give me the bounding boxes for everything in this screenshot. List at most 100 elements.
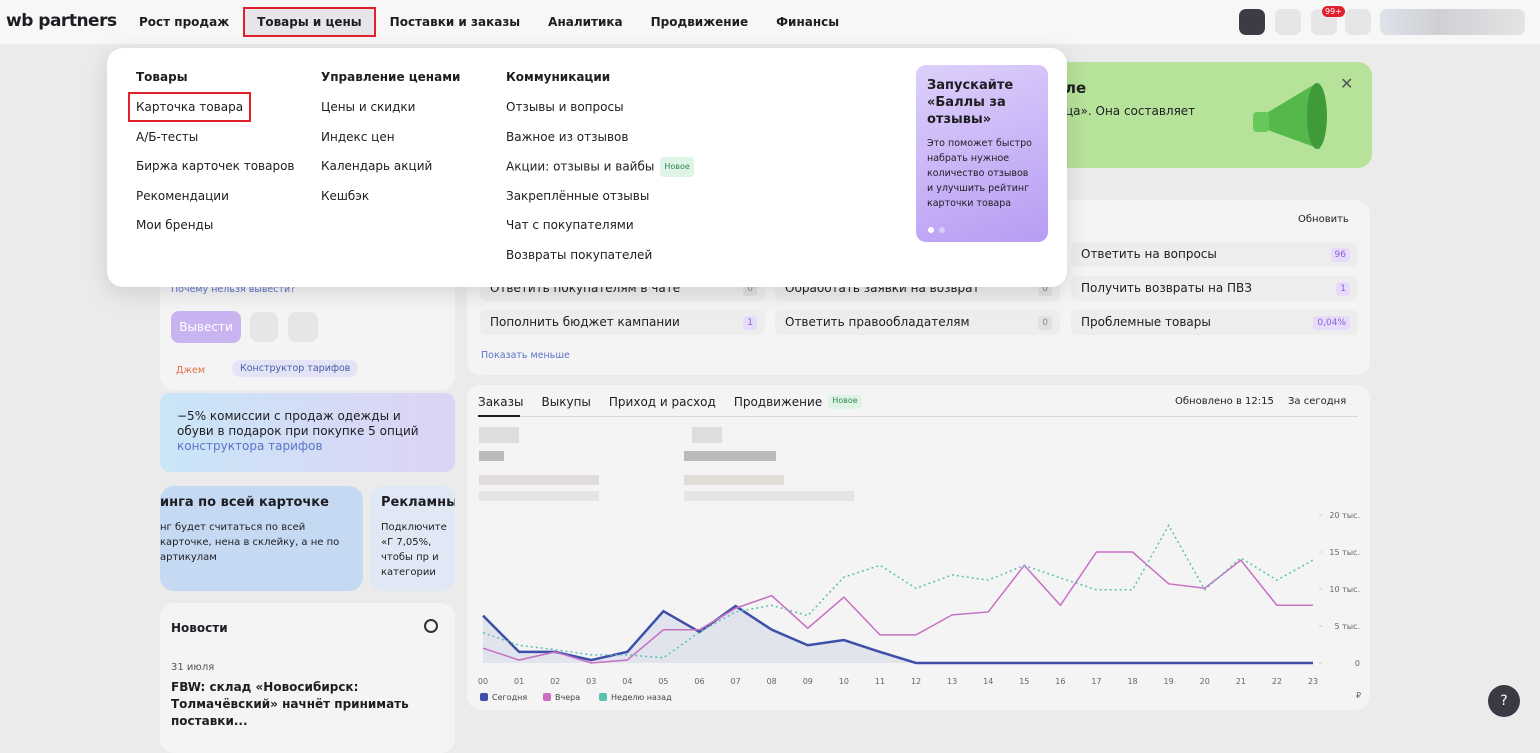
task-row[interactable]: Пополнить бюджет кампании 1 — [480, 310, 765, 335]
task-label: Ответить правообладателям — [785, 315, 970, 329]
carousel-dot[interactable] — [928, 227, 934, 233]
menu-item[interactable]: А/Б-тесты — [136, 129, 199, 144]
y-tick-label: 15 тыс. — [1329, 548, 1360, 557]
promo-card[interactable]: Запускайте «Баллы за отзывы» Это поможет… — [916, 65, 1048, 242]
menu-item[interactable]: Мои бренды — [136, 218, 214, 233]
blurred-stat — [479, 491, 599, 501]
menu-row: Рекомендации — [136, 187, 295, 217]
tab[interactable]: Приход и расход — [608, 395, 716, 409]
settings-icon[interactable] — [424, 619, 438, 633]
news-card: Новости 31 июля FBW: склад «Новосибирск:… — [160, 603, 455, 753]
menu-item[interactable]: Карточка товара — [127, 92, 252, 122]
menu-item[interactable]: Важное из отзывов — [506, 129, 629, 144]
nav-item[interactable]: Финансы — [776, 15, 840, 29]
task-row[interactable]: Проблемные товары 0,04% — [1071, 310, 1358, 335]
x-tick-label: 14 — [983, 677, 993, 686]
promo-link[interactable]: конструктора тарифов — [177, 439, 323, 453]
task-row[interactable]: Ответить правообладателям 0 — [775, 310, 1060, 335]
menu-row: Возвраты покупателей — [506, 246, 694, 276]
notification-badge: 99+ — [1322, 6, 1345, 17]
why-link[interactable]: Почему нельзя вывести? — [171, 284, 296, 295]
new-badge: Новое — [828, 395, 862, 409]
x-tick-label: 04 — [622, 677, 632, 686]
x-tick-label: 13 — [947, 677, 957, 686]
x-tick-label: 11 — [875, 677, 885, 686]
task-count: 0 — [1038, 316, 1052, 330]
series-line — [482, 523, 1314, 659]
history-button[interactable] — [288, 312, 318, 342]
nav-item[interactable]: Поставки и заказы — [389, 15, 521, 29]
x-tick-label: 01 — [514, 677, 524, 686]
x-tick-label: 16 — [1055, 677, 1065, 686]
menu-column: Коммуникации Отзывы и вопросы Важное из от… — [506, 68, 694, 276]
menu-item[interactable]: Возвраты покупателей — [506, 247, 653, 262]
nav-item[interactable]: Товары и цены — [243, 7, 376, 37]
nav-item[interactable]: Рост продаж — [139, 15, 230, 29]
blurred-stat — [479, 427, 519, 443]
x-tick-label: 05 — [658, 677, 668, 686]
x-tick-label: 18 — [1127, 677, 1137, 686]
blurred-stat — [479, 451, 504, 461]
chat-button[interactable] — [1275, 9, 1301, 35]
menu-section-title: Управление ценами — [321, 70, 461, 84]
menu-item[interactable]: Календарь акций — [321, 159, 433, 174]
menu-item[interactable]: Биржа карточек товаров — [136, 159, 295, 174]
card-text: Подключите «Г 7,05%, чтобы пр и категори… — [381, 522, 447, 578]
menu-item[interactable]: Индекс цен — [321, 129, 395, 144]
news-headline[interactable]: FBW: склад «Новосибирск: Толмачёвский» н… — [171, 680, 409, 728]
withdraw-button[interactable]: Вывести — [171, 311, 241, 343]
menu-item[interactable]: Кешбэк — [321, 188, 370, 203]
menu-item[interactable]: Отзывы и вопросы — [506, 100, 624, 114]
close-button[interactable]: ✕ — [1340, 74, 1354, 93]
menu-item[interactable]: Чат с покупателями — [506, 218, 634, 233]
menu-row: Чат с покупателями — [506, 216, 694, 246]
menu-row: Отзывы и вопросы — [506, 98, 694, 128]
tasks-card: Обновить Показать меньше Ответить на воп… — [467, 200, 1370, 375]
banner-title: ле — [1065, 79, 1087, 97]
tab[interactable]: Выкупы — [541, 395, 591, 409]
menu-row: Важное из отзывов — [506, 128, 694, 158]
x-tick-label: 15 — [1019, 677, 1029, 686]
info-card: инга по всей карточке нг будет считаться… — [160, 486, 363, 591]
profile[interactable] — [1380, 9, 1525, 35]
menu-section-title: Коммуникации — [506, 70, 611, 84]
help-button[interactable]: ? — [1488, 685, 1520, 717]
new-badge: Новое — [660, 157, 694, 178]
document-button[interactable] — [250, 312, 278, 342]
carousel-dot[interactable] — [939, 227, 945, 233]
tag-jam[interactable]: Джем — [176, 365, 205, 376]
legend-label: Вчера — [555, 693, 580, 702]
menu-item[interactable]: Закреплённые отзывы — [506, 188, 650, 203]
y-tick-label: 0 — [1355, 659, 1360, 668]
unit-label: ₽ — [1356, 691, 1361, 700]
updated-text: Обновлено в 12:15 — [1175, 396, 1274, 407]
support-button[interactable] — [1345, 9, 1371, 35]
menu-item[interactable]: Акции: отзывы и вайбы — [506, 159, 655, 174]
search-button[interactable] — [1239, 9, 1265, 35]
legend-label: Неделю назад — [611, 693, 672, 702]
show-less-link[interactable]: Показать меньше — [481, 350, 570, 361]
menu-column: Товары Карточка товара А/Б-тесты Биржа карт… — [127, 68, 295, 246]
dropdown-menu: Запускайте «Баллы за отзывы» Это поможет… — [107, 48, 1067, 287]
x-tick-label: 08 — [767, 677, 777, 686]
tab[interactable]: Продвижение — [733, 395, 823, 409]
menu-row: Календарь акций — [321, 157, 460, 187]
blurred-stat — [684, 491, 854, 501]
x-tick-label: 12 — [911, 677, 921, 686]
menu-item[interactable]: Цены и скидки — [321, 100, 416, 114]
menu-item[interactable]: Рекомендации — [136, 188, 229, 203]
task-row[interactable]: Получить возвраты на ПВЗ 1 — [1071, 276, 1358, 301]
tariff-tag[interactable]: Конструктор тарифов — [232, 360, 359, 377]
y-tick-label: 20 тыс. — [1329, 511, 1360, 520]
refresh-link[interactable]: Обновить — [1298, 214, 1349, 225]
nav-item[interactable]: Аналитика — [548, 15, 623, 29]
period-select[interactable]: За сегодня — [1288, 396, 1347, 407]
task-count: 0,04% — [1313, 316, 1350, 330]
task-row[interactable]: Ответить на вопросы 96 — [1071, 242, 1358, 267]
tabs-divider — [478, 416, 1358, 417]
menu-row: Закреплённые отзывы — [506, 187, 694, 217]
megaphone-icon — [1253, 83, 1327, 149]
tab[interactable]: Заказы — [478, 395, 524, 409]
nav-item[interactable]: Продвижение — [650, 15, 749, 29]
logo[interactable]: wb partners — [6, 11, 117, 31]
